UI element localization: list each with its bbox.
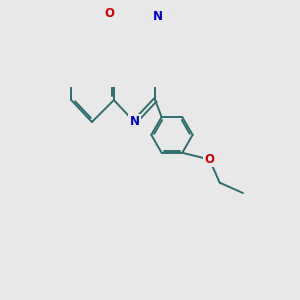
Text: N: N (130, 115, 140, 128)
Text: N: N (153, 10, 163, 22)
Text: O: O (104, 7, 114, 20)
Text: O: O (204, 153, 214, 166)
